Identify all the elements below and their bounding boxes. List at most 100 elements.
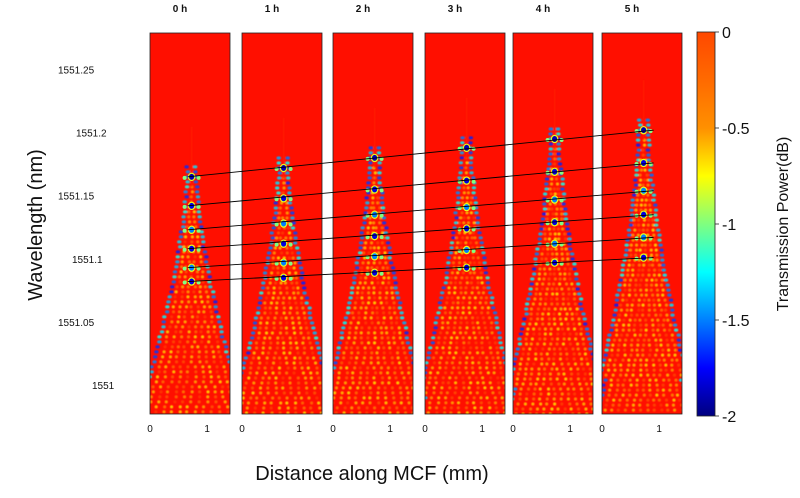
resonance-sidelobe xyxy=(457,227,462,232)
resonance-sidelobe xyxy=(182,266,187,271)
x-tick-label: 0 xyxy=(147,424,153,435)
resonance-sidelobe xyxy=(288,166,293,171)
resonance-sidelobe xyxy=(274,242,279,247)
y-axis-label: Wavelength (nm) xyxy=(25,149,47,301)
trend-lines xyxy=(187,129,654,282)
y-axis-ticks: 1551.25 1551.2 1551.15 1551.1 1551.05 1551 xyxy=(58,66,115,392)
colorbar: 0 -0.5 -1 -1.5 -2 Transmission Power(dB) xyxy=(696,25,792,426)
resonance-peak xyxy=(370,268,379,277)
x-tick-label: 1 xyxy=(296,424,302,435)
x-tick-label: 0 xyxy=(422,424,428,435)
resonance-sidelobe xyxy=(365,235,370,240)
resonance-sidelobe xyxy=(379,235,384,240)
panel-6: 5 h 0 1 xyxy=(599,4,683,435)
resonance-sidelobe xyxy=(559,137,564,142)
y-tick-label: 1551.15 xyxy=(58,192,95,203)
peak-trend-line xyxy=(187,236,654,269)
y-tick-label: 1551 xyxy=(92,381,115,392)
interference-fringes xyxy=(425,97,505,414)
resonance-peak xyxy=(550,134,559,144)
y-tick-label: 1551.1 xyxy=(72,255,103,266)
x-tick-label: 1 xyxy=(204,424,210,435)
resonance-sidelobe xyxy=(274,222,279,227)
colorbar-label: Transmission Power(dB) xyxy=(775,137,792,312)
y-tick-label: 1551.2 xyxy=(76,129,107,140)
resonance-peak xyxy=(639,158,648,168)
resonance-sidelobe xyxy=(288,276,293,281)
resonance-sidelobe xyxy=(288,261,293,266)
resonance-sidelobe xyxy=(471,227,476,232)
colorbar-ticks: 0 -0.5 -1 -1.5 -2 xyxy=(715,25,750,426)
resonance-sidelobe xyxy=(471,146,476,151)
x-tick-label: 0 xyxy=(599,424,605,435)
panel-frame xyxy=(424,32,506,415)
resonance-sidelobe xyxy=(182,247,187,252)
resonance-sidelobe xyxy=(196,280,201,285)
panel-5: 4 h 0 1 xyxy=(510,4,594,435)
panel-frame xyxy=(512,32,594,415)
panel-frame xyxy=(149,32,231,415)
resonance-sidelobe xyxy=(379,188,384,193)
heatmap-panels: 0 h 0 1 1 h 0 1 2 h 0 1 3 h 0 1 4 h 0 1 5 h 0 1 xyxy=(147,4,683,435)
resonance-sidelobe xyxy=(471,266,476,271)
panel-3: 2 h 0 1 xyxy=(330,4,414,435)
resonance-peak xyxy=(279,163,288,173)
panel-background xyxy=(602,33,682,414)
panel-frame xyxy=(601,32,683,415)
resonance-sidelobe xyxy=(634,129,639,134)
interference-fringes xyxy=(242,117,322,414)
resonance-sidelobe xyxy=(648,236,653,241)
resonance-sidelobe xyxy=(288,242,293,247)
resonance-sidelobe xyxy=(648,256,653,261)
interference-fringes xyxy=(513,88,593,414)
resonance-peak xyxy=(462,202,471,212)
colorbar-tick-label: -0.5 xyxy=(722,121,750,138)
resonance-sidelobe xyxy=(182,204,187,209)
resonance-sidelobe xyxy=(545,261,550,266)
panel-4: 3 h 0 1 xyxy=(422,4,506,435)
x-tick-label: 1 xyxy=(656,424,662,435)
colorbar-gradient xyxy=(696,31,716,417)
resonance-sidelobe xyxy=(274,261,279,266)
colorbar-tick-label: -1.5 xyxy=(722,313,750,330)
panel-title: 0 h xyxy=(173,4,187,15)
peak-trend-line xyxy=(187,162,654,207)
resonance-sidelobe xyxy=(648,213,653,218)
resonance-sidelobe xyxy=(471,179,476,184)
panel-title: 3 h xyxy=(448,4,462,15)
resonance-sidelobe xyxy=(196,228,201,233)
resonance-sidelobe xyxy=(196,175,201,180)
x-tick-label: 1 xyxy=(479,424,485,435)
resonance-peak xyxy=(639,125,648,135)
peak-trend-line xyxy=(187,257,654,282)
resonance-sidelobe xyxy=(274,276,279,281)
resonance-peak xyxy=(639,210,648,219)
resonance-peak xyxy=(639,186,648,195)
resonance-sidelobe xyxy=(196,266,201,271)
resonance-sidelobe xyxy=(471,206,476,211)
x-tick-label: 0 xyxy=(510,424,516,435)
peak-trend-line xyxy=(187,190,654,231)
interference-fringes xyxy=(602,80,682,412)
peak-trend-line xyxy=(187,214,654,250)
resonance-peak xyxy=(279,273,288,282)
resonance-sidelobe xyxy=(648,129,653,134)
resonance-sidelobe xyxy=(288,222,293,227)
resonance-peak xyxy=(279,258,288,267)
resonance-sidelobe xyxy=(196,204,201,209)
peak-trend-line xyxy=(187,129,654,178)
resonance-peak xyxy=(279,194,288,203)
resonance-sidelobe xyxy=(457,146,462,151)
panel-2: 1 h 0 1 xyxy=(239,4,323,435)
panel-1: 0 h 0 1 xyxy=(147,4,231,435)
resonance-sidelobe xyxy=(182,175,187,180)
panel-frame xyxy=(241,32,323,415)
resonance-sidelobe xyxy=(648,161,653,166)
resonance-peak xyxy=(639,233,648,242)
resonance-sidelobe xyxy=(457,179,462,184)
resonance-sidelobe xyxy=(559,221,564,226)
y-tick-label: 1551.25 xyxy=(58,66,95,77)
resonance-sidelobe xyxy=(196,247,201,252)
resonance-sidelobe xyxy=(379,255,384,260)
